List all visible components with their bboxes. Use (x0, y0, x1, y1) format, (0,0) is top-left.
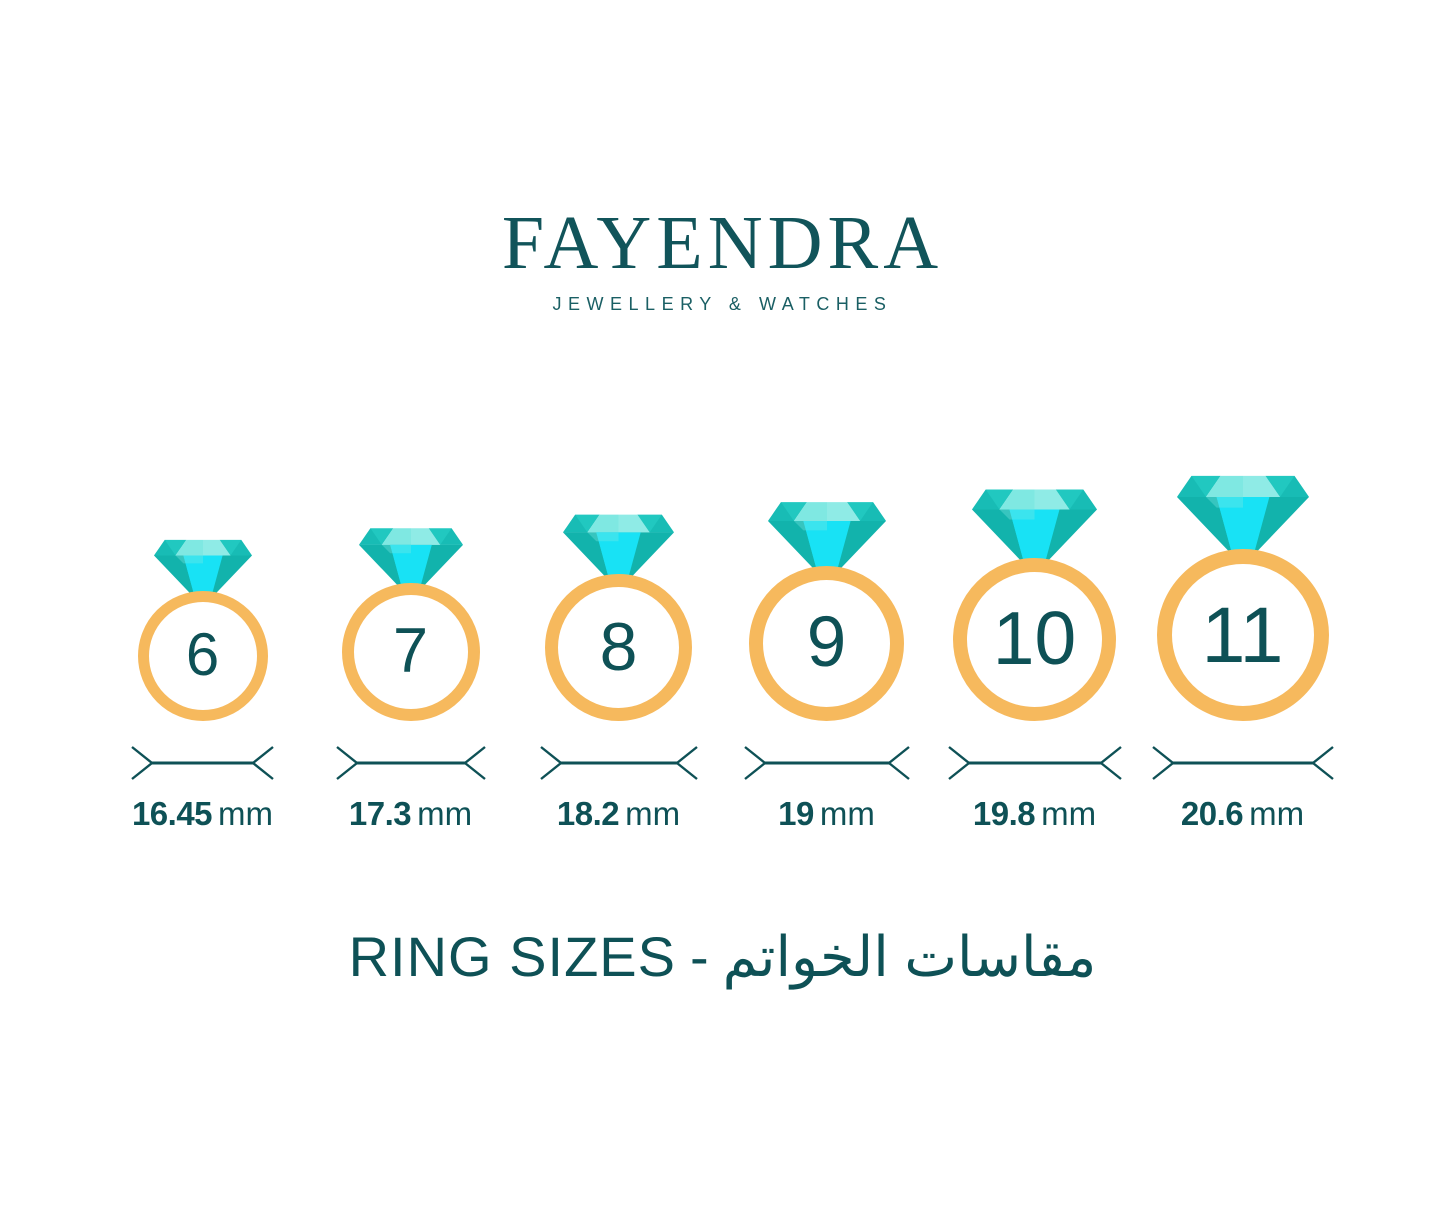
dimension-arrow (335, 743, 487, 783)
diamond-gem-icon (358, 528, 463, 591)
measurement-label: 19 mm (778, 797, 875, 830)
ring-illustration: 11 (1156, 468, 1329, 721)
measurement-unit: mm (1249, 795, 1305, 832)
measurement-value: 17.3 (348, 795, 412, 832)
ring-band: 10 (953, 558, 1116, 721)
ring-band: 6 (137, 591, 268, 721)
diamond-gem (358, 522, 463, 597)
dimension-arrow (947, 743, 1123, 783)
ring-size-item[interactable]: 6 16.45 mm (99, 440, 307, 830)
measurement-unit: mm (417, 795, 473, 832)
measurement-label: 18.2 mm (557, 797, 680, 830)
ring-illustration: 6 (137, 534, 268, 721)
ring-size-item[interactable]: 8 18.2 mm (515, 440, 723, 830)
ring-band: 8 (545, 574, 692, 721)
dimension-arrow-icon (743, 746, 910, 780)
ring-size-item[interactable]: 10 19.8 mm (931, 440, 1139, 830)
ring-band: 11 (1156, 549, 1329, 721)
dimension-arrow-icon (1151, 746, 1334, 780)
ring-size-number: 6 (185, 621, 220, 688)
diamond-gem (972, 482, 1097, 572)
measurement-unit: mm (218, 795, 274, 832)
dimension-arrow (1151, 743, 1335, 783)
dimension-arrow (743, 743, 911, 783)
ring-illustration: 10 (953, 482, 1116, 721)
measurement-label: 20.6 mm (1181, 797, 1304, 830)
ring-size-number: 10 (992, 596, 1077, 680)
chart-title: RING SIZES - مقاسات الخواتم (0, 925, 1445, 989)
brand-logo: FAYENDRA JEWELLERY & WATCHES (0, 205, 1445, 313)
dimension-arrow (539, 743, 699, 783)
diamond-gem (767, 495, 886, 580)
ring-size-item[interactable]: 9 19 mm (723, 440, 931, 830)
brand-tagline: JEWELLERY & WATCHES (552, 294, 893, 314)
ring-size-row: 6 16.45 mm 7 17.3 mm (0, 440, 1445, 830)
ring-illustration: 9 (749, 495, 904, 721)
ring-size-item[interactable]: 7 17.3 mm (307, 440, 515, 830)
measurement-value: 18.2 (556, 795, 620, 832)
ring-band: 9 (749, 566, 904, 721)
chart-title-separator: - (689, 925, 709, 988)
dimension-arrow-icon (947, 746, 1122, 780)
diamond-gem-icon (1176, 475, 1309, 556)
dimension-arrow (130, 743, 275, 783)
diamond-gem (563, 508, 674, 588)
ring-band: 7 (341, 583, 480, 721)
diamond-gem (1176, 468, 1309, 563)
dimension-arrow-icon (539, 746, 698, 780)
measurement-value: 20.6 (1180, 795, 1244, 832)
diamond-gem (153, 534, 252, 605)
ring-size-number: 8 (599, 608, 638, 685)
diamond-gem-icon (972, 489, 1097, 565)
measurement-unit: mm (819, 795, 875, 832)
measurement-value: 19.8 (972, 795, 1036, 832)
diamond-gem-icon (767, 502, 886, 573)
measurement-unit: mm (1041, 795, 1097, 832)
measurement-unit: mm (625, 795, 681, 832)
diamond-gem-icon (153, 540, 252, 600)
chart-title-arabic: مقاسات الخواتم (722, 925, 1097, 988)
brand-name: FAYENDRA (501, 201, 944, 285)
ring-illustration: 7 (341, 522, 480, 721)
measurement-value: 19 (778, 795, 814, 832)
ring-size-number: 9 (806, 603, 847, 682)
measurement-label: 17.3 mm (349, 797, 472, 830)
ring-illustration: 8 (545, 508, 692, 721)
measurement-value: 16.45 (131, 795, 213, 832)
ring-size-number: 11 (1201, 589, 1284, 679)
measurement-label: 16.45 mm (132, 797, 273, 830)
ring-size-number: 7 (392, 615, 429, 686)
diamond-gem-icon (563, 514, 674, 582)
dimension-arrow-icon (335, 746, 486, 780)
measurement-label: 19.8 mm (973, 797, 1096, 830)
chart-title-english: RING SIZES (348, 925, 676, 988)
ring-size-item[interactable]: 11 20.6 mm (1139, 440, 1347, 830)
dimension-arrow-icon (131, 746, 274, 780)
